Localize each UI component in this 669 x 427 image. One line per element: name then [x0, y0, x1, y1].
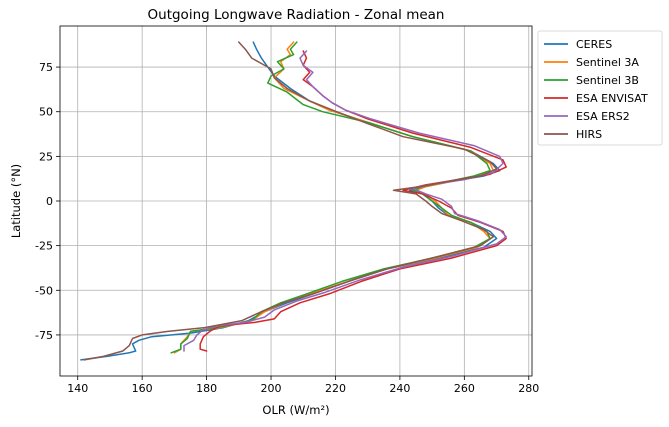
- series-line-esa-ers2: [183, 50, 507, 352]
- legend-label: Sentinel 3A: [576, 56, 639, 69]
- grid-lines: [60, 26, 532, 376]
- y-tick-label: -75: [35, 329, 53, 342]
- x-tick-label: 160: [132, 382, 153, 395]
- axis-ticks: 140 160 180 200 220 240 260 280 -75 -50 -25 0 25 50 75: [35, 61, 539, 395]
- y-tick-label: 50: [39, 106, 53, 119]
- chart-title: Outgoing Longwave Radiation - Zonal mean: [148, 7, 445, 23]
- y-axis-label: Latitude (°N): [9, 164, 23, 238]
- y-tick-label: -25: [35, 240, 53, 253]
- legend-label: Sentinel 3B: [576, 74, 639, 87]
- x-tick-label: 260: [454, 382, 475, 395]
- series-line-sentinel-3a: [173, 41, 495, 354]
- y-tick-label: 25: [39, 150, 53, 163]
- legend-label: ESA ENVISAT: [576, 92, 648, 105]
- x-tick-label: 140: [67, 382, 88, 395]
- x-tick-label: 240: [389, 382, 410, 395]
- y-tick-label: -50: [35, 284, 53, 297]
- series-lines: [80, 41, 507, 361]
- legend-label: HIRS: [576, 128, 602, 141]
- series-line-sentinel-3b: [170, 41, 491, 354]
- y-tick-label: 75: [39, 61, 53, 74]
- series-line-hirs: [83, 41, 498, 361]
- y-tick-label: 0: [46, 195, 53, 208]
- x-tick-label: 220: [325, 382, 346, 395]
- legend-box: [537, 30, 663, 146]
- legend-label: ESA ERS2: [576, 110, 630, 123]
- x-tick-label: 180: [196, 382, 217, 395]
- x-tick-label: 280: [518, 382, 539, 395]
- legend-label: CERES: [576, 38, 612, 51]
- legend: CERES Sentinel 3A Sentinel 3B ESA ENVISAT ES…: [537, 30, 663, 146]
- x-tick-label: 200: [261, 382, 282, 395]
- x-axis-label: OLR (W/m²): [262, 403, 329, 417]
